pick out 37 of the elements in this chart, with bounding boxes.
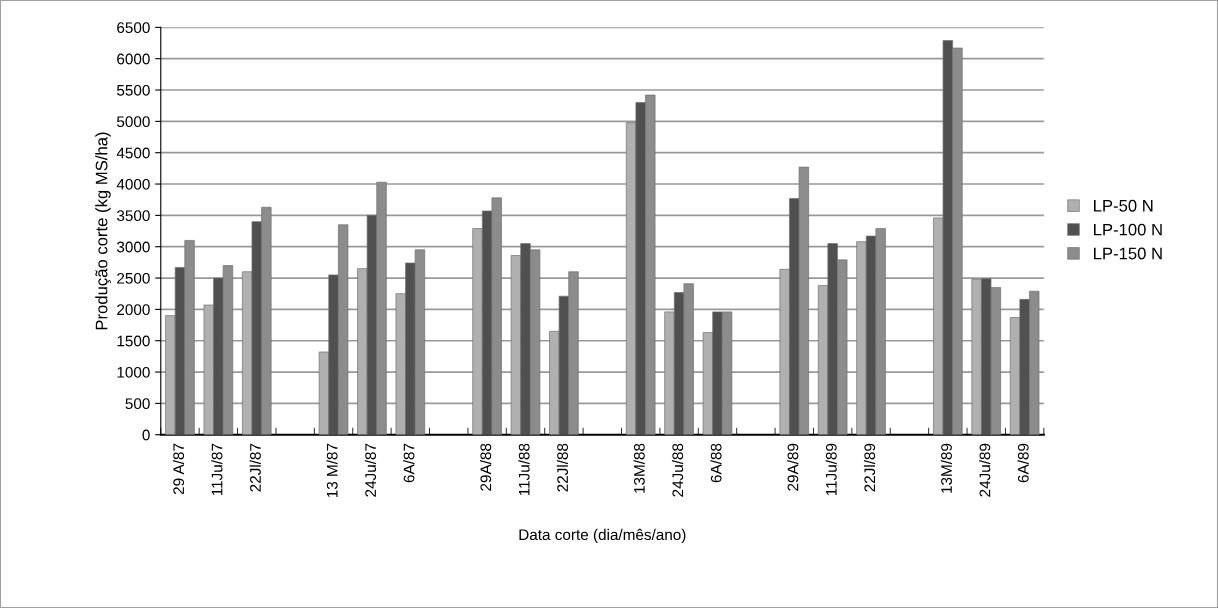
x-tick-label: 6A/88 (710, 443, 722, 483)
y-tick-label: 1500 (117, 335, 150, 347)
x-axis-title: Data corte (dia/mês/ano) (519, 528, 686, 544)
x-tick-label: 24Ju/89 (979, 443, 991, 497)
x-tick-label: 24Ju/88 (671, 443, 684, 497)
x-tick-label: 11Ju/88 (518, 443, 530, 496)
x-tick-label: 11Ju/87 (211, 443, 223, 496)
x-tick-label: 22Jl/87 (249, 443, 261, 492)
y-tick-label: 6000 (117, 53, 150, 65)
x-tick-label: 29A/88 (480, 443, 492, 491)
x-tick-label: 13 M/87 (326, 443, 338, 498)
y-tick-label: 6500 (117, 22, 150, 34)
x-tick-label: 29A/89 (787, 443, 799, 491)
x-tick-label: 11Ju/89 (825, 443, 837, 496)
y-tick-label: 3000 (116, 241, 150, 253)
y-tick-label: 0 (142, 429, 150, 441)
y-tick-label: 4500 (116, 147, 150, 159)
x-tick-label: 13M/88 (633, 443, 645, 493)
x-tick-label: 22Jl/89 (863, 443, 876, 492)
y-tick-label: 500 (125, 398, 150, 410)
legend-label: LP-100 N (1094, 223, 1162, 236)
x-tick-label: 29 A/87 (172, 443, 185, 495)
x-tick-label: 6A/89 (1017, 443, 1029, 483)
x-tick-label: 22Jl/88 (556, 443, 569, 492)
x-tick-label: 13M/89 (940, 443, 952, 493)
x-tick-label: 6A/87 (403, 443, 415, 483)
y-tick-label: 2500 (117, 272, 150, 284)
y-tick-label: 1000 (117, 366, 150, 378)
y-tick-label: 3500 (116, 210, 150, 222)
y-axis-title: Produção corte (kg MS/ha) (95, 132, 111, 330)
y-tick-label: 5000 (116, 116, 150, 128)
legend-label: LP-50 N (1094, 199, 1153, 212)
y-tick-label: 4000 (116, 178, 150, 190)
y-tick-label: 2000 (117, 304, 150, 316)
y-tick-label: 5500 (116, 84, 150, 96)
legend-label: LP-150 N (1094, 247, 1162, 260)
x-tick-label: 24Ju/87 (364, 443, 377, 497)
